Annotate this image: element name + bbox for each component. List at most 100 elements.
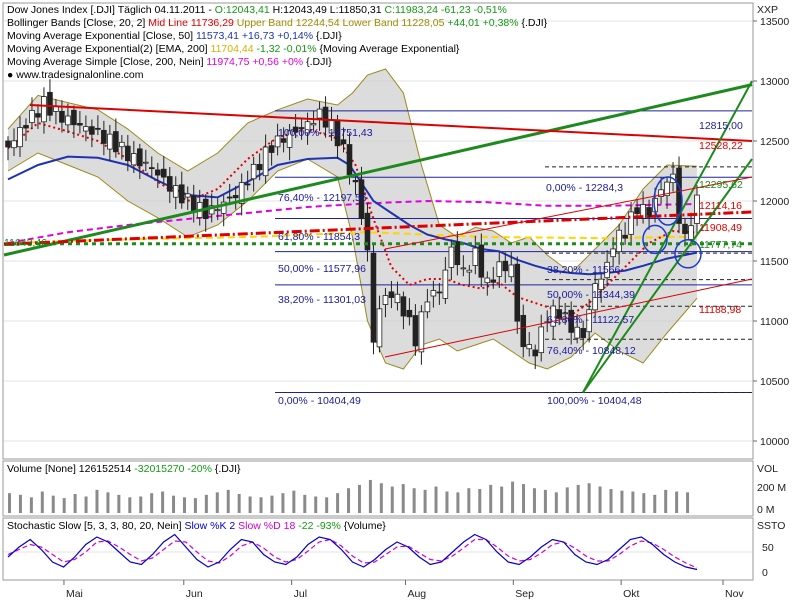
volume-bar-49 — [543, 489, 547, 513]
stoch-d-line — [7, 538, 698, 569]
volume-bar-56 — [620, 490, 624, 513]
candle-body-46 — [143, 161, 149, 164]
volume-bar-37 — [412, 488, 416, 513]
volume-bar-15 — [172, 495, 176, 513]
candle-body-184 — [556, 309, 562, 319]
level-11188: 11188,98 — [699, 304, 741, 316]
candle-body-128 — [388, 291, 395, 298]
candle-body-100 — [304, 121, 311, 134]
candle-body-116 — [352, 180, 359, 183]
candle-body-150 — [454, 241, 461, 266]
month-label-Mai: Mai — [66, 588, 83, 600]
candle-body-92 — [280, 138, 287, 143]
legend-bb-mid: Mid Line 11736,29 — [148, 17, 234, 29]
bollinger-lower-line — [7, 152, 698, 370]
candle-body-42 — [131, 153, 137, 166]
legend-vol-main: Volume [None] 126152514 — [7, 463, 134, 475]
candle-body-188 — [568, 309, 574, 333]
legend-stoch-main: Stochastic Slow [5, 3, 3, 80, 20, Nein] — [7, 520, 184, 532]
volume-bar-43 — [478, 489, 482, 513]
candle-body-126 — [382, 295, 389, 305]
legend-stoch-d: Slow %D 18 — [235, 520, 295, 532]
candle-body-164 — [496, 261, 503, 277]
candle-body-2 — [11, 140, 17, 149]
fib-right-50: 50,00% - 11344,39 — [547, 289, 635, 301]
fib-right-61: 61,80% - 11122,57 — [547, 314, 634, 326]
candle-body-198 — [598, 278, 604, 290]
legend-bb-chg: +44,01 +0,38% — [444, 17, 518, 29]
volume-bar-39 — [434, 486, 438, 513]
red-dashdot-line — [3, 210, 753, 246]
month-label-Nov: Nov — [725, 588, 744, 600]
fib-left-38: 38,20% - 11301,03 — [278, 294, 366, 306]
volume-bar-16 — [182, 497, 186, 513]
volume-bar-5 — [62, 498, 66, 513]
candle-body-6 — [23, 125, 29, 129]
fib-right-100: 100,00% - 10404,48 — [547, 395, 642, 407]
volume-bar-4 — [51, 495, 55, 513]
axis-title-main: XXP — [757, 4, 778, 16]
stoch-tick-50: 50 — [762, 542, 774, 554]
legend-line-2: Bollinger Bands [Close, 20, 2] Mid Line … — [7, 17, 548, 29]
volume-panel — [2, 460, 754, 517]
volume-bar-53 — [587, 483, 591, 513]
candle-body-38 — [119, 141, 125, 148]
candle-body-130 — [394, 293, 401, 304]
volume-bar-31 — [347, 488, 351, 513]
axis-title-stoch: SSTO — [757, 520, 785, 532]
candle-body-132 — [400, 296, 407, 317]
candle-body-210 — [634, 207, 640, 214]
legend: Dow Jones Index [.DJI] Täglich 04.11.201… — [7, 4, 548, 532]
stoch-panel — [2, 517, 754, 581]
volume-bar-10 — [117, 494, 121, 513]
volume-bar-0 — [8, 493, 11, 513]
volume-bar-14 — [161, 491, 165, 513]
volume-bar-35 — [390, 486, 394, 513]
candle-body-0 — [5, 140, 11, 148]
candle-body-86 — [262, 146, 269, 177]
ema200-line — [7, 231, 698, 244]
candle-body-124 — [376, 308, 383, 348]
candle-body-22 — [71, 109, 77, 126]
month-label-Jun: Jun — [186, 588, 203, 600]
candle-body-174 — [526, 344, 533, 350]
level-12528: 12528,22 — [699, 140, 743, 152]
candle-body-112 — [340, 139, 347, 145]
month-label-Aug: Aug — [407, 588, 426, 600]
y-tick-label-10500: 10500 — [760, 376, 789, 388]
month-label-Okt: Okt — [623, 588, 639, 600]
y-tick-label-11500: 11500 — [760, 256, 789, 268]
candle-body-76 — [232, 195, 239, 199]
fib-left-100: 100,00% - 12751,43 — [278, 127, 373, 139]
candle-body-176 — [532, 349, 539, 357]
y-tick-label-11000: 11000 — [760, 316, 789, 328]
volume-bar-44 — [489, 484, 493, 513]
candle-body-80 — [244, 183, 251, 186]
ema50-line — [7, 155, 698, 276]
candle-body-118 — [358, 179, 365, 220]
candle-body-60 — [184, 193, 191, 198]
legend-volume: Volume [None] 126152514 -32015270 -20% {… — [7, 463, 241, 475]
volume-bar-38 — [423, 489, 427, 513]
volume-bar-17 — [193, 498, 197, 513]
candle-body-90 — [274, 135, 281, 148]
volume-bar-12 — [139, 496, 143, 513]
highlight-ellipse-bottom — [674, 239, 702, 269]
legend-close: C:11983,24 -61,23 -0,51% — [385, 4, 507, 16]
red-support-line — [384, 278, 753, 358]
candle-body-94 — [286, 130, 293, 148]
legend-bb-tail: {.DJI} — [519, 17, 548, 29]
candle-body-120 — [364, 212, 371, 251]
y-tick-label-13500: 13500 — [760, 16, 789, 28]
legend-ema50-tail: {.DJI} — [313, 30, 342, 42]
volume-bar-20 — [226, 489, 230, 513]
axis-title-volume: VOL — [757, 463, 778, 475]
candle-body-14 — [47, 91, 53, 116]
candle-body-154 — [466, 269, 473, 273]
candle-body-148 — [448, 246, 455, 268]
volume-bar-3 — [40, 491, 44, 513]
legend-bb-main: Bollinger Bands [Close, 20, 2] — [7, 17, 148, 29]
level-12114: 12114,16 — [699, 200, 742, 212]
candle-body-32 — [101, 129, 107, 144]
